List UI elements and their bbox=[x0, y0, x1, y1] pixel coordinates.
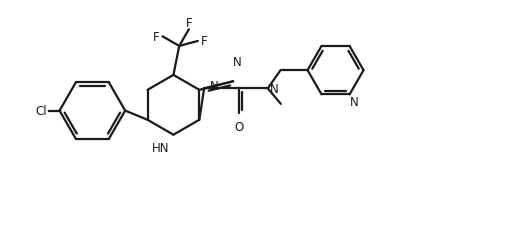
Text: N: N bbox=[270, 82, 278, 95]
Text: N: N bbox=[210, 79, 219, 92]
Text: F: F bbox=[152, 31, 159, 44]
Text: N: N bbox=[350, 96, 358, 109]
Text: F: F bbox=[185, 17, 192, 30]
Text: Cl: Cl bbox=[36, 105, 47, 118]
Text: HN: HN bbox=[152, 141, 170, 154]
Text: O: O bbox=[234, 121, 243, 134]
Text: F: F bbox=[201, 35, 208, 48]
Text: N: N bbox=[233, 56, 241, 69]
